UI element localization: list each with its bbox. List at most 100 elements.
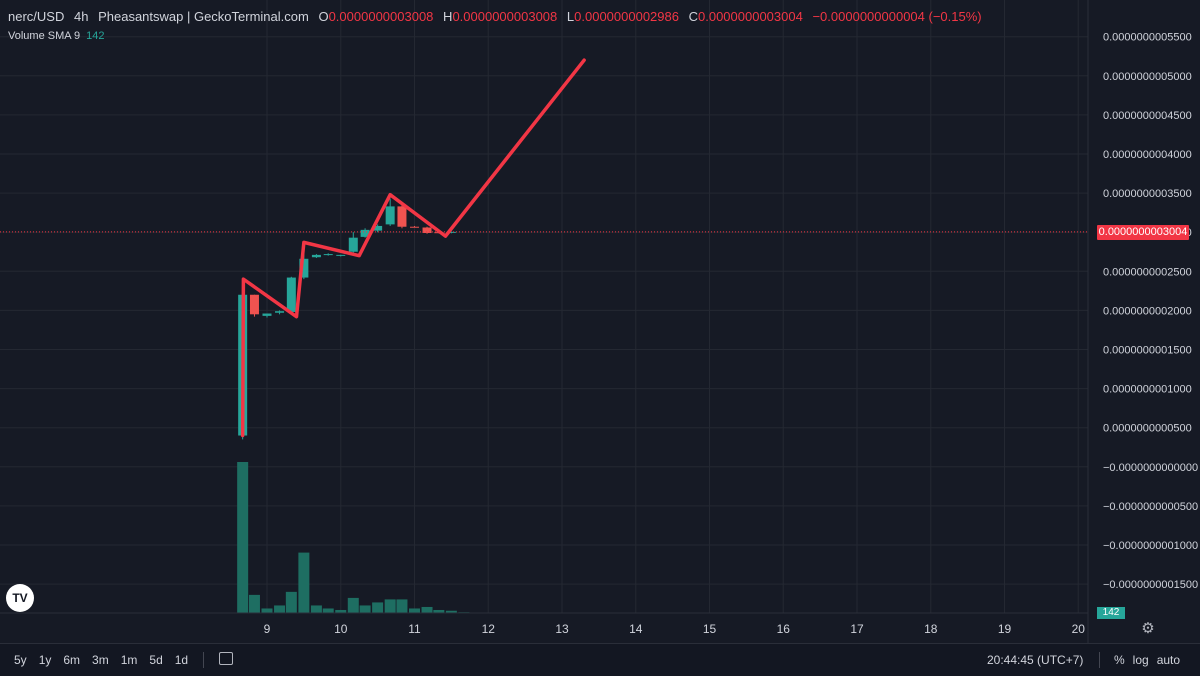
range-5d[interactable]: 5d bbox=[149, 653, 163, 667]
volume-bar-0 bbox=[237, 462, 249, 613]
clock-readout[interactable]: 20:44:45 (UTC+7) bbox=[987, 653, 1084, 667]
volume-bar-3 bbox=[274, 605, 286, 613]
time-tick-label-10: 19 bbox=[998, 622, 1012, 636]
price-tick-label-13: −0.0000000001000 bbox=[1103, 540, 1198, 552]
time-tick-label-7: 16 bbox=[777, 622, 791, 636]
volume-bar-15 bbox=[421, 606, 433, 613]
legend-c-value: 0.0000000003004 bbox=[698, 9, 803, 24]
volume-bar-7 bbox=[322, 608, 334, 613]
gear-icon[interactable]: ⚙ bbox=[1141, 620, 1155, 637]
range-1m[interactable]: 1m bbox=[120, 653, 138, 667]
percent-toggle[interactable]: % bbox=[1114, 653, 1125, 667]
legend-h-label: H bbox=[443, 9, 453, 24]
volume-bar-13 bbox=[396, 599, 408, 613]
time-tick-label-11: 20 bbox=[1072, 622, 1086, 636]
price-tick-label-11: −0.0000000000000 bbox=[1103, 462, 1198, 474]
grid-lines bbox=[0, 0, 1088, 613]
legend-change: −0.0000000000004 (−0.15%) bbox=[812, 9, 982, 24]
price-tick-label-6: 0.0000000002500 bbox=[1103, 266, 1192, 278]
legend-interval[interactable]: 4h bbox=[73, 9, 89, 24]
range-1y[interactable]: 1y bbox=[38, 653, 52, 667]
range-3m[interactable]: 3m bbox=[92, 653, 109, 667]
volume-tag: 142 bbox=[1097, 607, 1125, 619]
candles bbox=[238, 198, 456, 440]
price-tick-label-1: 0.0000000005000 bbox=[1103, 71, 1192, 83]
time-tick-label-0: 9 bbox=[264, 622, 271, 636]
candle-body-10 bbox=[360, 229, 370, 237]
candle-body-17 bbox=[446, 231, 456, 233]
time-tick-label-9: 18 bbox=[924, 622, 938, 636]
calendar-icon[interactable] bbox=[219, 652, 233, 665]
price-tick-label-9: 0.0000000001000 bbox=[1103, 384, 1192, 396]
candle-body-13 bbox=[397, 206, 407, 227]
candle-body-15 bbox=[422, 227, 432, 233]
time-tick-label-8: 17 bbox=[850, 622, 864, 636]
price-tick-label-3: 0.0000000004000 bbox=[1103, 149, 1192, 161]
volume-bar-10 bbox=[359, 605, 371, 613]
time-tick-label-1: 10 bbox=[334, 622, 348, 636]
price-tick-label-4: 0.0000000003500 bbox=[1103, 188, 1192, 200]
price-tick-label-2: 0.0000000004500 bbox=[1103, 110, 1192, 122]
candle-body-11 bbox=[373, 225, 383, 231]
price-tick-label-7: 0.0000000002000 bbox=[1103, 305, 1192, 317]
legend-h-value: 0.0000000003008 bbox=[452, 9, 558, 24]
volume-legend[interactable]: Volume SMA 9 142 bbox=[8, 30, 105, 42]
legend-o-label: O bbox=[318, 9, 329, 24]
legend-c-label: C bbox=[688, 9, 698, 24]
legend-symbol[interactable]: nerc/USD bbox=[8, 9, 65, 24]
range-1d[interactable]: 1d bbox=[174, 653, 189, 667]
volume-legend-label: Volume SMA 9 bbox=[8, 30, 81, 42]
range-6m[interactable]: 6m bbox=[63, 653, 81, 667]
chart-area[interactable]: 0.0000000005500 0.0000000005000 0.00000000… bbox=[0, 0, 1200, 643]
price-axis[interactable]: 0.0000000005500 0.0000000005000 0.00000000… bbox=[1087, 0, 1198, 643]
candle-body-7 bbox=[323, 254, 333, 256]
volume-bar-9 bbox=[347, 597, 359, 613]
time-tick-label-6: 15 bbox=[703, 622, 717, 636]
volume-bar-11 bbox=[372, 602, 384, 613]
price-tick-label-8: 0.0000000001500 bbox=[1103, 345, 1192, 357]
toolbar-divider-right bbox=[1099, 652, 1100, 668]
volume-bar-16 bbox=[433, 609, 445, 613]
symbol-legend: nerc/USD 4h Pheasantswap | GeckoTerminal… bbox=[8, 8, 988, 25]
legend-o-value: 0.0000000003008 bbox=[328, 9, 434, 24]
last-price-tag: 0.0000000003004 bbox=[1097, 225, 1189, 240]
time-tick-label-3: 12 bbox=[482, 622, 496, 636]
candle-body-9 bbox=[348, 237, 358, 252]
time-axis[interactable]: 9 10 11 12 13 14 15 16 17 18 19 20 bbox=[0, 612, 1088, 636]
legend-l-value: 0.0000000002986 bbox=[574, 9, 679, 24]
candle-body-4 bbox=[286, 277, 296, 312]
time-tick-label-5: 14 bbox=[629, 622, 643, 636]
candle-body-8 bbox=[336, 254, 346, 256]
volume-bar-8 bbox=[335, 609, 347, 613]
price-tick-label-0: 0.0000000005500 bbox=[1103, 32, 1192, 44]
price-tick-label-10: 0.0000000000500 bbox=[1103, 423, 1192, 435]
tradingview-logo[interactable]: TV bbox=[6, 584, 34, 612]
price-tick-label-12: −0.0000000000500 bbox=[1103, 501, 1198, 513]
annotation-line bbox=[240, 58, 586, 438]
range-5y[interactable]: 5y bbox=[14, 653, 27, 667]
time-tick-label-4: 13 bbox=[555, 622, 569, 636]
range-selector: 5y 1y 6m 3m 1m 5d 1d bbox=[8, 653, 194, 667]
candle-body-5 bbox=[299, 258, 309, 278]
candle-body-2 bbox=[262, 313, 272, 316]
candle-body-12 bbox=[385, 206, 395, 225]
volume-bar-1 bbox=[248, 594, 260, 613]
toolbar-divider bbox=[203, 652, 204, 668]
volume-bar-6 bbox=[310, 605, 322, 613]
price-tick-label-14: −0.0000000001500 bbox=[1103, 579, 1198, 591]
legend-l-label: L bbox=[566, 9, 575, 24]
annotation-drawing[interactable] bbox=[240, 58, 586, 438]
candle-body-3 bbox=[275, 311, 285, 313]
bottom-toolbar: 5y 1y 6m 3m 1m 5d 1d 20:44:45 (UTC+7) % … bbox=[0, 643, 1200, 676]
log-toggle[interactable]: log bbox=[1132, 653, 1149, 667]
volume-legend-value: 142 bbox=[86, 30, 105, 42]
scale-options: % log auto bbox=[1110, 653, 1184, 667]
volume-bar-12 bbox=[384, 599, 396, 613]
legend-exchange: Pheasantswap | GeckoTerminal.com bbox=[98, 9, 309, 24]
candle-body-6 bbox=[311, 254, 321, 258]
candle-body-14 bbox=[410, 226, 419, 228]
volume-bar-2 bbox=[261, 608, 273, 613]
auto-toggle[interactable]: auto bbox=[1156, 653, 1181, 667]
volume-bar-17 bbox=[445, 610, 457, 613]
candle-body-1 bbox=[249, 294, 259, 315]
